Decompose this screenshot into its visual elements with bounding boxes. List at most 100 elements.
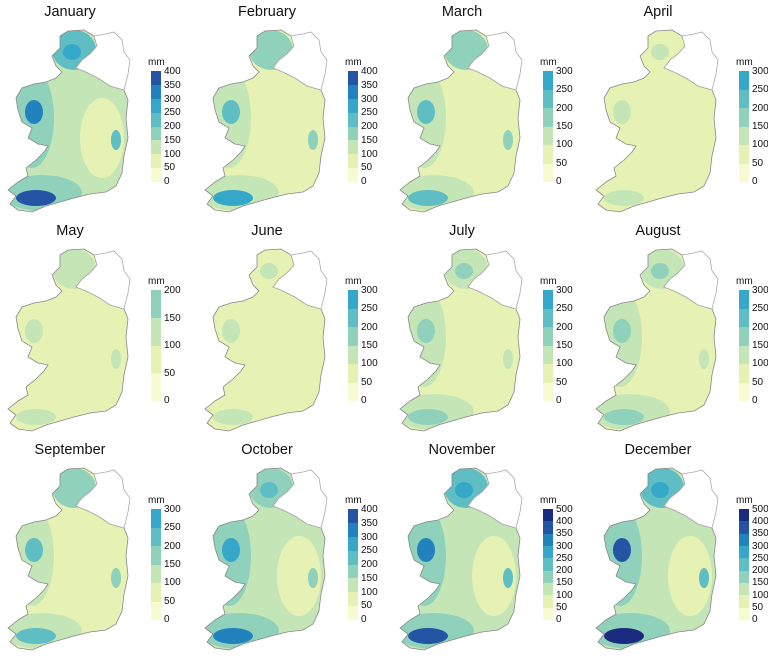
- panel-title: June: [251, 223, 283, 239]
- colorbar-ticks: 0 50 100 150 200 250 300 350 400 500: [556, 504, 573, 625]
- colorbar-segment: [348, 84, 358, 99]
- colorbar-ticks: 0 50 100 150 200 250 300: [164, 504, 181, 625]
- region-wicklow: [111, 130, 121, 150]
- region-wicklow: [503, 568, 513, 588]
- panel-title: May: [56, 223, 84, 239]
- region-donegal: [651, 263, 669, 279]
- map-panel-june: June mm 0 50 100 150 200 250 300: [197, 219, 393, 438]
- region-east: [668, 98, 712, 178]
- colorbar-tick-label: 300: [556, 66, 573, 77]
- colorbar-segment: [151, 71, 161, 85]
- northern-ireland-blank: [467, 31, 523, 91]
- colorbar-segment: [739, 126, 749, 145]
- colorbar-tick-label: 350: [361, 79, 378, 91]
- map-panel-december: December mm 0 50 100 150 200 250 300 350 400 500: [588, 438, 768, 657]
- colorbar-tick-label: 0: [361, 614, 367, 625]
- region-donegal: [455, 44, 473, 60]
- colorbar-tick-label: 350: [752, 528, 768, 540]
- colorbar-segment: [348, 509, 358, 523]
- colorbar-tick-label: 250: [556, 84, 573, 96]
- northern-ireland-blank: [467, 250, 523, 310]
- colorbar-tick-label: 200: [556, 565, 573, 577]
- colorbar-tick-label: 50: [556, 376, 568, 388]
- region-wicklow: [699, 568, 709, 588]
- region-mayo: [417, 538, 435, 562]
- colorbar-unit: mm: [540, 495, 557, 506]
- colorbar-tick-label: 200: [752, 321, 768, 333]
- colorbar-segment: [543, 126, 553, 145]
- northern-ireland-blank: [467, 469, 523, 529]
- colorbar-segment: [739, 89, 749, 108]
- colorbar-segment: [348, 168, 358, 182]
- region-east: [277, 536, 321, 616]
- colorbar-segment: [739, 327, 749, 346]
- colorbar-segment: [348, 522, 358, 537]
- colorbar-segment: [543, 71, 553, 90]
- region-east: [472, 317, 516, 397]
- colorbar-ticks: 0 50 100 150 200 250 300 350 400: [361, 504, 378, 625]
- region-donegal: [260, 482, 278, 498]
- colorbar-segment: [348, 327, 358, 346]
- colorbar: [543, 290, 553, 401]
- colorbar-segment: [151, 84, 161, 99]
- colorbar-ticks: 0 50 100 150 200 250 300: [752, 66, 768, 187]
- colorbar-tick-label: 100: [556, 139, 573, 151]
- colorbar-tick-label: 200: [361, 321, 378, 333]
- colorbar-segment: [151, 583, 161, 602]
- region-wicklow: [111, 568, 121, 588]
- colorbar: [151, 71, 161, 182]
- map-panel-march: March mm 0 50 100 150 200 250 300: [392, 0, 588, 219]
- colorbar-tick-label: 50: [361, 600, 373, 612]
- colorbar-ticks: 0 50 100 150 200 250 300: [752, 285, 768, 406]
- colorbar-ticks: 0 50 100 150 200 250 300: [556, 285, 573, 406]
- colorbar-segment: [151, 546, 161, 565]
- colorbar: [739, 71, 749, 182]
- ireland-rainfall-map: [204, 248, 328, 432]
- colorbar-segment: [543, 163, 553, 182]
- region-kerry: [408, 409, 448, 425]
- colorbar-tick-label: 200: [556, 321, 573, 333]
- colorbar-segment: [543, 345, 553, 364]
- colorbar-tick-label: 150: [752, 120, 768, 132]
- colorbar-tick-label: 0: [164, 613, 170, 625]
- colorbar-segment: [739, 546, 749, 559]
- region-wicklow: [308, 349, 318, 369]
- ireland-rainfall-map: [204, 467, 328, 651]
- colorbar-segment: [348, 592, 358, 607]
- panel-title: December: [624, 442, 692, 458]
- colorbar-ticks: 0 50 100 150 200 250 300: [556, 66, 573, 187]
- colorbar-segment: [543, 607, 553, 620]
- region-kerry: [16, 628, 56, 644]
- ireland-rainfall-map: [7, 467, 131, 651]
- colorbar-segment: [739, 607, 749, 620]
- region-kerry: [604, 190, 644, 206]
- region-east: [668, 317, 712, 397]
- colorbar-segment: [543, 89, 553, 108]
- colorbar-segment: [348, 308, 358, 327]
- region-kerry: [604, 409, 644, 425]
- colorbar-tick-label: 0: [752, 175, 758, 187]
- ireland-rainfall-map: [595, 467, 719, 651]
- ireland-rainfall-map: [399, 29, 523, 213]
- region-east: [277, 317, 321, 397]
- region-wicklow: [699, 130, 709, 150]
- map-panel-january: January mm 0 50 100 150 200 250 300 350 400: [0, 0, 196, 219]
- panel-title: September: [34, 442, 106, 458]
- colorbar-tick-label: 500: [556, 504, 573, 515]
- colorbar-segment: [348, 71, 358, 85]
- region-donegal: [260, 44, 278, 60]
- colorbar-segment: [348, 564, 358, 579]
- colorbar-tick-label: 100: [164, 577, 181, 589]
- colorbar-tick-label: 50: [556, 601, 568, 613]
- colorbar: [151, 509, 161, 620]
- colorbar-tick-label: 300: [361, 531, 378, 543]
- colorbar-tick-label: 200: [164, 121, 181, 132]
- colorbar-segment: [739, 108, 749, 127]
- colorbar-segment: [543, 509, 553, 522]
- colorbar-tick-label: 250: [752, 303, 768, 315]
- colorbar-tick-label: 150: [556, 339, 573, 351]
- colorbar-segment: [348, 578, 358, 593]
- colorbar-tick-label: 400: [752, 516, 768, 528]
- colorbar-ticks: 0 50 100 150 200: [164, 285, 181, 406]
- colorbar-tick-label: 300: [752, 540, 768, 552]
